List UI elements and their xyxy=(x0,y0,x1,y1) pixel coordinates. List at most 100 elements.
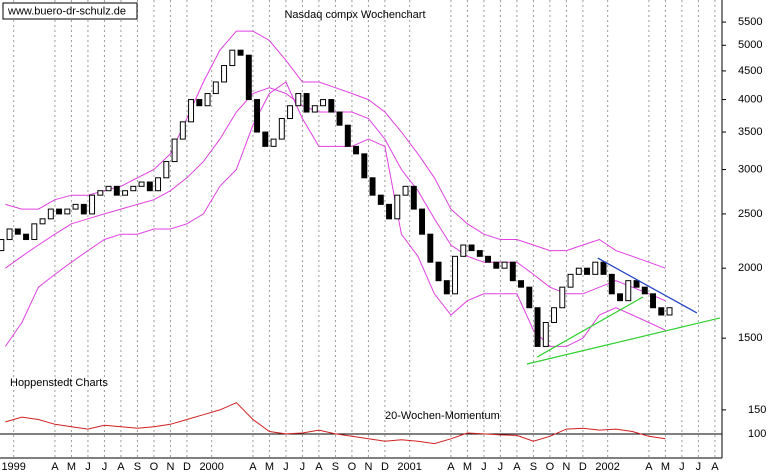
candle xyxy=(204,93,211,107)
y-tick-label: 5500 xyxy=(738,16,762,28)
candle xyxy=(196,99,203,107)
candle xyxy=(435,261,442,282)
source: www.buero-dr-schulz.de xyxy=(7,5,126,17)
candle xyxy=(155,177,162,192)
candle xyxy=(0,239,5,252)
candle xyxy=(262,131,269,147)
y-tick-label: 150 xyxy=(748,404,766,416)
x-tick-label: N xyxy=(364,461,372,473)
candle xyxy=(559,286,566,309)
candle xyxy=(452,255,459,295)
candle xyxy=(419,208,426,235)
candle xyxy=(567,273,574,288)
trend-line xyxy=(536,296,644,358)
candle xyxy=(23,233,30,241)
x-tick-label: A xyxy=(711,461,719,473)
candle xyxy=(221,65,228,83)
candle xyxy=(394,194,401,220)
candle xyxy=(72,203,79,210)
x-tick-label: J xyxy=(283,461,289,473)
candle xyxy=(551,307,558,323)
candle xyxy=(369,177,376,196)
x-tick-label: O xyxy=(150,461,159,473)
x-tick-label: A xyxy=(315,461,323,473)
candle xyxy=(130,185,137,192)
candle xyxy=(336,111,343,126)
y-tick-label: 4000 xyxy=(738,93,762,105)
candle xyxy=(39,218,46,225)
candle xyxy=(320,99,327,107)
x-tick-label: J xyxy=(85,461,91,473)
candle xyxy=(476,250,483,257)
x-tick-label: J xyxy=(498,461,504,473)
x-tick-label: N xyxy=(166,461,174,473)
trend-line xyxy=(597,257,698,314)
candle xyxy=(14,228,21,235)
x-tick-label: S xyxy=(332,461,339,473)
x-tick-label: M xyxy=(265,461,274,473)
candle xyxy=(344,124,351,147)
candle xyxy=(410,185,417,210)
candle xyxy=(526,286,533,309)
candle xyxy=(584,267,591,275)
x-tick-label: M xyxy=(661,461,670,473)
candle xyxy=(31,223,38,241)
candle xyxy=(64,208,71,215)
source-box xyxy=(2,2,138,20)
candle xyxy=(592,261,599,275)
candle xyxy=(460,244,467,257)
candle xyxy=(377,194,384,205)
x-tick-label: 1999 xyxy=(1,461,25,473)
x-tick-label: M xyxy=(67,461,76,473)
x-tick-label: A xyxy=(51,461,59,473)
candle xyxy=(443,280,450,295)
x-tick-label: S xyxy=(530,461,537,473)
x-tick-label: A xyxy=(513,461,521,473)
candle xyxy=(386,203,393,220)
candle xyxy=(427,233,434,263)
candle xyxy=(245,54,252,101)
candle xyxy=(575,267,582,275)
candle xyxy=(328,99,335,113)
candle xyxy=(80,203,87,215)
candle xyxy=(188,99,195,123)
candle xyxy=(608,273,615,295)
x-tick-label: 2000 xyxy=(199,461,223,473)
candle xyxy=(617,293,624,302)
x-tick-label: M xyxy=(463,461,472,473)
candle xyxy=(402,185,409,196)
candle xyxy=(666,307,673,316)
momentum-title: 20-Wochen-Momentum xyxy=(385,410,500,422)
candle xyxy=(501,261,508,269)
candle xyxy=(485,255,492,263)
candle xyxy=(468,244,475,252)
candle xyxy=(171,138,178,163)
candle xyxy=(56,208,63,215)
candle xyxy=(534,307,541,347)
momentum-line xyxy=(5,402,666,445)
y-tick-label: 5000 xyxy=(738,39,762,51)
y-tick-label: 3000 xyxy=(738,163,762,175)
y-tick-label: 1500 xyxy=(738,332,762,344)
x-tick-label: A xyxy=(249,461,257,473)
x-tick-label: J xyxy=(102,461,108,473)
candle xyxy=(361,153,368,179)
x-tick-label: D xyxy=(183,461,191,473)
candle xyxy=(212,81,219,95)
x-tick-label: J xyxy=(679,461,685,473)
candle xyxy=(303,93,310,113)
x-tick-label: J xyxy=(696,461,702,473)
band-line xyxy=(5,87,666,302)
y-tick-label: 3500 xyxy=(738,126,762,138)
x-tick-label: N xyxy=(562,461,570,473)
grid xyxy=(13,0,716,458)
candle xyxy=(542,321,549,347)
chart-title: Nasdaq compx Wochenchart xyxy=(284,9,425,21)
candle xyxy=(493,261,500,269)
candle xyxy=(138,181,145,187)
candle xyxy=(295,93,302,107)
x-tick-label: D xyxy=(579,461,587,473)
candle xyxy=(163,161,170,179)
candle xyxy=(105,185,112,192)
x-tick-label: 2001 xyxy=(397,461,421,473)
